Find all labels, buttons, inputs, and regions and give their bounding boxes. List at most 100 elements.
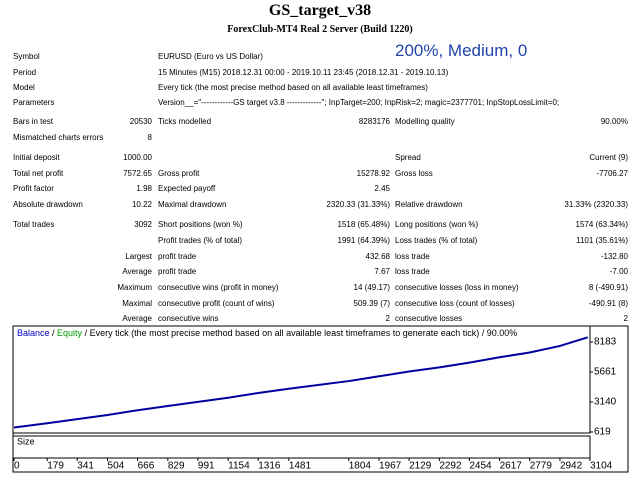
stat-label: consecutive loss (count of losses): [395, 299, 515, 308]
stat-label: Gross loss: [395, 169, 433, 178]
stat-label: Average: [122, 314, 152, 323]
stat-value: 7572.65: [123, 169, 152, 178]
info-value: Version__="------------GS target v3.8 --…: [158, 98, 559, 107]
y-tick-label: 619: [594, 427, 611, 438]
info-label: Model: [13, 83, 35, 92]
x-tick-label: 2129: [409, 461, 432, 472]
stat-value: 20530: [130, 117, 153, 126]
stat-value: 432.68: [366, 252, 391, 261]
stat-value: 2320.33 (31.33%): [326, 200, 390, 209]
x-tick-label: 829: [168, 461, 185, 472]
stat-value: 1574 (63.34%): [576, 220, 629, 229]
stat-label: profit trade: [158, 252, 197, 261]
stat-value: -7706.27: [596, 169, 628, 178]
stat-value: -132.80: [601, 252, 629, 261]
stat-label: Expected payoff: [158, 184, 216, 193]
stat-value: 14 (49.17): [354, 283, 391, 292]
stat-label: Bars in test: [13, 117, 54, 126]
legend-equity: Equity: [57, 328, 83, 338]
legend-balance: Balance: [17, 328, 50, 338]
x-tick-label: 504: [108, 461, 125, 472]
stat-value: 3092: [134, 220, 152, 229]
x-tick-label: 1804: [349, 461, 372, 472]
subtitle: ForexClub-MT4 Real 2 Server (Build 1220): [227, 24, 412, 35]
overlay: 200%, Medium, 0: [395, 41, 527, 60]
x-tick-label: 2454: [469, 461, 492, 472]
stat-value: 2.45: [374, 184, 390, 193]
stat-label: Total trades: [13, 220, 54, 229]
title: GS_target_v38: [269, 2, 371, 19]
info-value: Every tick (the most precise method base…: [158, 83, 428, 92]
stat-label: consecutive losses (loss in money): [395, 283, 519, 292]
stat-value: 2: [386, 314, 391, 323]
stat-label: Long positions (won %): [395, 220, 478, 229]
stat-value: 8: [148, 133, 153, 142]
stat-label: Profit trades (% of total): [158, 236, 242, 245]
stat-value: 31.33% (2320.33): [564, 200, 628, 209]
size-label: Size: [17, 436, 35, 446]
stat-value: 1518 (65.48%): [338, 220, 391, 229]
stat-label: Short positions (won %): [158, 220, 243, 229]
stat-label: Spread: [395, 153, 421, 162]
x-tick-label: 0: [14, 461, 20, 472]
stat-label: Maximal: [122, 299, 152, 308]
stat-label: consecutive wins (profit in money): [158, 283, 279, 292]
stat-label: Maximum: [117, 283, 152, 292]
stat-label: Total net profit: [13, 169, 64, 178]
x-tick-label: 179: [47, 461, 64, 472]
stat-label: Absolute drawdown: [13, 200, 83, 209]
info-label: Symbol: [13, 52, 40, 61]
stat-value: 1000.00: [123, 153, 152, 162]
info-label: Period: [13, 68, 36, 77]
stat-value: 8 (-490.91): [589, 283, 628, 292]
stat-value: 8283176: [359, 117, 391, 126]
size-frame: [12, 435, 591, 459]
info-value: EURUSD (Euro vs US Dollar): [158, 52, 263, 61]
stat-label: Maximal drawdown: [158, 200, 226, 209]
x-tick-label: 1154: [228, 461, 250, 472]
stat-value: 15278.92: [357, 169, 391, 178]
stat-value: 10.22: [132, 200, 153, 209]
balance-line: [13, 336, 589, 429]
x-tick-label: 341: [77, 461, 94, 472]
stat-label: profit trade: [158, 267, 197, 276]
stat-value: -490.91 (8): [589, 299, 628, 308]
info-label: Parameters: [13, 98, 54, 107]
stat-value: 509.39 (7): [354, 299, 391, 308]
chart-caption: Balance / Equity / Every tick (the most …: [17, 328, 517, 338]
x-tick-label: 3104: [590, 461, 613, 472]
stat-value: 7.67: [374, 267, 390, 276]
x-tick-label: 1967: [379, 461, 402, 472]
x-tick-label: 2617: [500, 461, 523, 472]
stat-label: consecutive wins: [158, 314, 218, 323]
stat-value: Current (9): [589, 153, 628, 162]
stat-label: Gross profit: [158, 169, 200, 178]
plot-frame: [12, 325, 591, 434]
stat-value: -7.00: [610, 267, 629, 276]
x-tick-label: 1316: [258, 461, 281, 472]
y-tick-label: 8183: [594, 337, 617, 348]
stat-label: Ticks modelled: [158, 117, 211, 126]
stat-value: 1991 (64.39%): [338, 236, 391, 245]
stat-label: consecutive losses: [395, 314, 462, 323]
x-tick-label: 2779: [530, 461, 553, 472]
stat-label: consecutive profit (count of wins): [158, 299, 275, 308]
x-tick-label: 1481: [289, 461, 312, 472]
stat-label: Largest: [125, 252, 152, 261]
x-tick-label: 991: [198, 461, 215, 472]
x-tick-label: 2942: [560, 461, 583, 472]
stat-label: Loss trades (% of total): [395, 236, 478, 245]
stat-label: Modelling quality: [395, 117, 455, 126]
chart-frame: [12, 325, 629, 473]
stat-value: 1.98: [136, 184, 152, 193]
info-value: 15 Minutes (M15) 2018.12.31 00:00 - 2019…: [158, 68, 449, 77]
x-tick-label: 666: [138, 461, 155, 472]
stat-value: 90.00%: [601, 117, 628, 126]
stat-value: 1101 (35.61%): [576, 236, 628, 245]
stat-value: 2: [624, 314, 629, 323]
stat-label: Initial deposit: [13, 153, 60, 162]
y-tick-label: 3140: [594, 397, 617, 408]
stat-label: Relative drawdown: [395, 200, 463, 209]
stat-label: Mismatched charts errors: [13, 133, 103, 142]
